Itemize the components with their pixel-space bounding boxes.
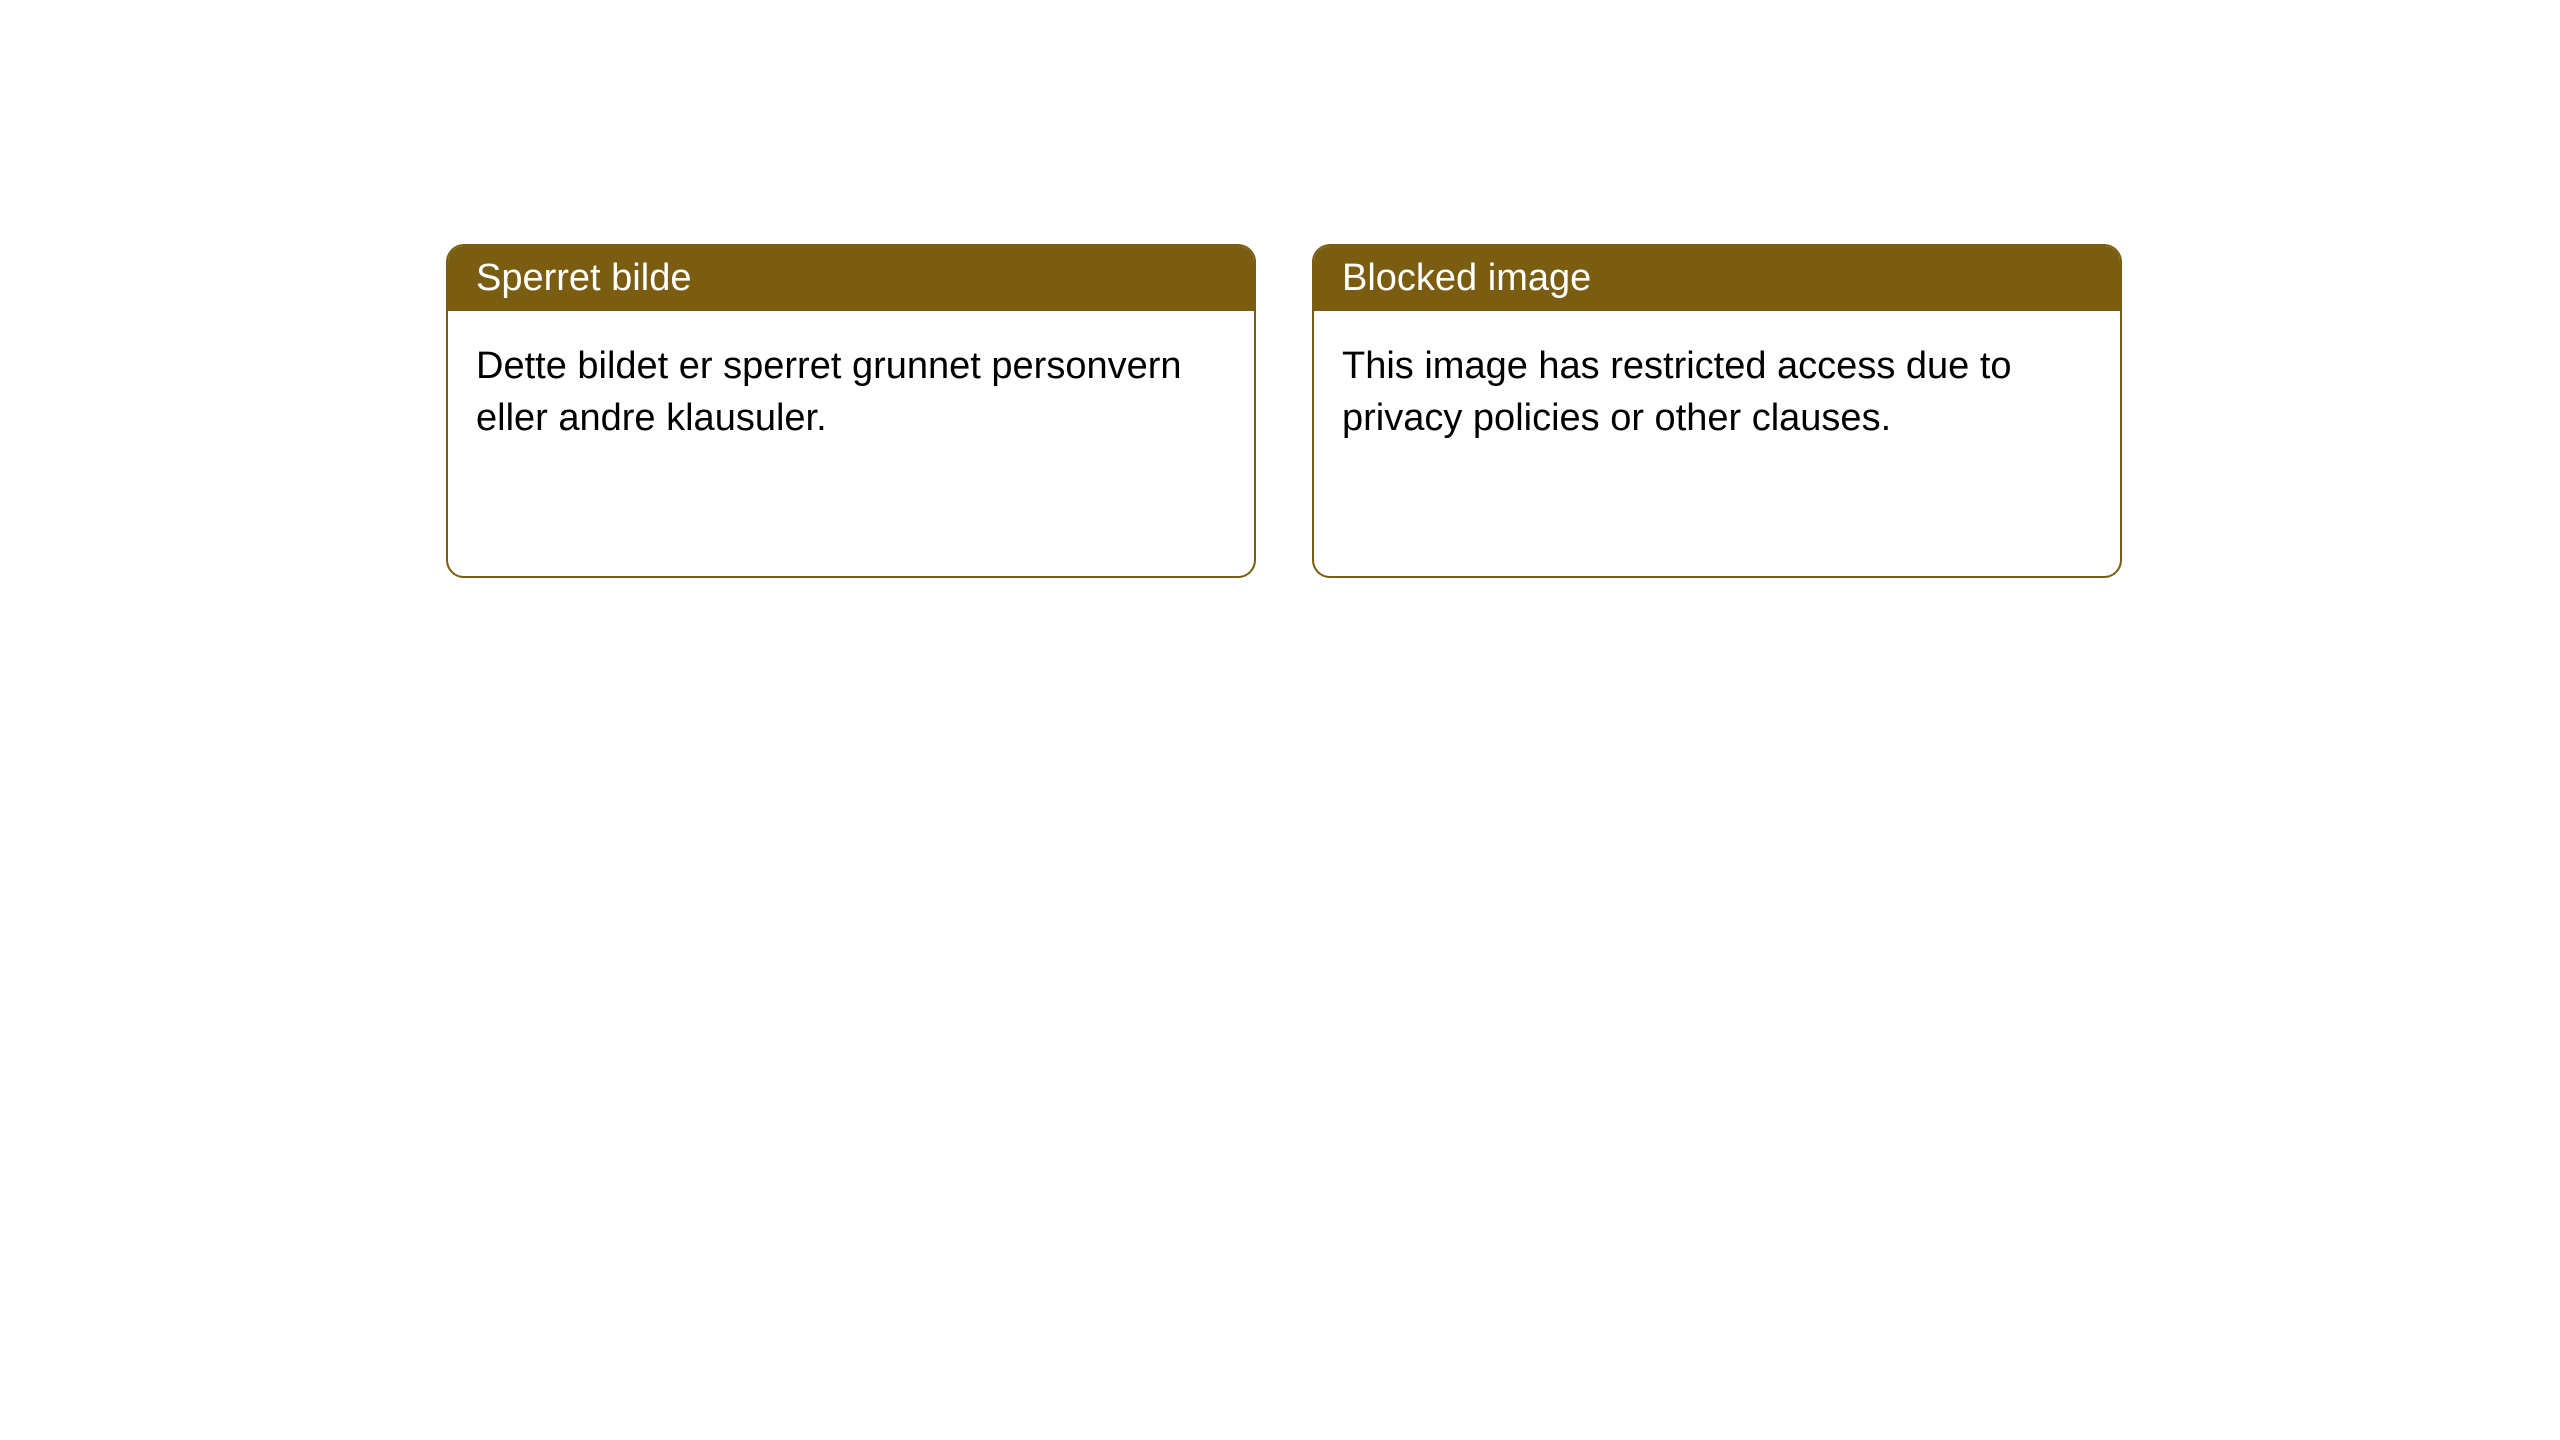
notice-body-no: Dette bildet er sperret grunnet personve… <box>448 311 1254 474</box>
notice-card-no: Sperret bilde Dette bildet er sperret gr… <box>446 244 1256 578</box>
notice-header-no: Sperret bilde <box>448 246 1254 311</box>
notice-header-en: Blocked image <box>1314 246 2120 311</box>
notice-cards-container: Sperret bilde Dette bildet er sperret gr… <box>0 0 2560 578</box>
notice-card-en: Blocked image This image has restricted … <box>1312 244 2122 578</box>
notice-body-en: This image has restricted access due to … <box>1314 311 2120 474</box>
